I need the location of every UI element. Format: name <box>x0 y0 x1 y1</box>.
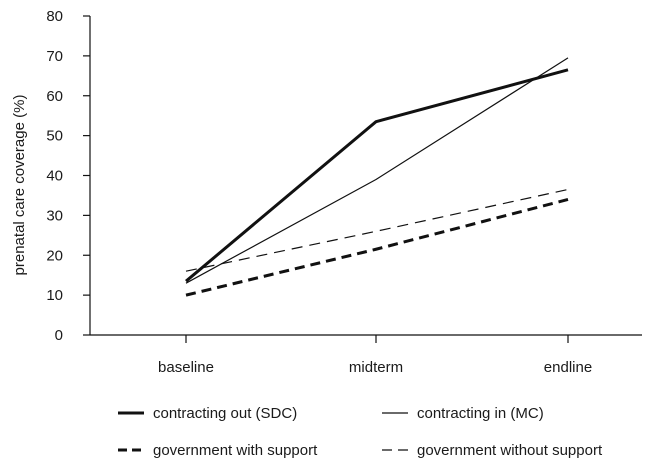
y-tick-label: 80 <box>46 8 63 25</box>
x-tick-label-baseline: baseline <box>158 359 214 376</box>
series-layer <box>185 57 569 297</box>
legend-item-2: contracting in (MC) <box>382 405 544 422</box>
legend: contracting out (SDC) contracting in (MC)… <box>118 405 603 459</box>
y-tick-label: 40 <box>46 168 63 185</box>
y-tick-label: 20 <box>46 247 63 264</box>
y-tick-label: 50 <box>46 128 63 145</box>
y-tick-label: 0 <box>55 327 63 344</box>
y-tick-label: 60 <box>46 88 63 105</box>
y-tick-label: 30 <box>46 207 63 224</box>
y-axis-label: prenatal care coverage (%) <box>11 95 28 276</box>
x-tick-label-endline: endline <box>544 359 592 376</box>
legend-item-4: government without support <box>382 442 603 459</box>
series-line-3 <box>185 197 569 297</box>
y-tick-label: 10 <box>46 287 63 304</box>
legend-item-3: government with support <box>118 442 318 459</box>
legend-label: government without support <box>417 442 603 459</box>
series-line-4 <box>185 188 569 272</box>
y-ticks-layer: 0 10 20 30 40 50 60 70 80 <box>46 8 90 344</box>
legend-label: government with support <box>153 442 318 459</box>
legend-label: contracting out (SDC) <box>153 405 297 422</box>
series-line-2 <box>185 57 569 284</box>
series-line-1 <box>185 68 569 283</box>
x-tick-label-midterm: midterm <box>349 359 403 376</box>
x-ticks-layer: baseline midterm endline <box>158 335 592 376</box>
y-tick-label: 70 <box>46 48 63 65</box>
legend-label: contracting in (MC) <box>417 405 544 422</box>
legend-item-1: contracting out (SDC) <box>118 405 297 422</box>
